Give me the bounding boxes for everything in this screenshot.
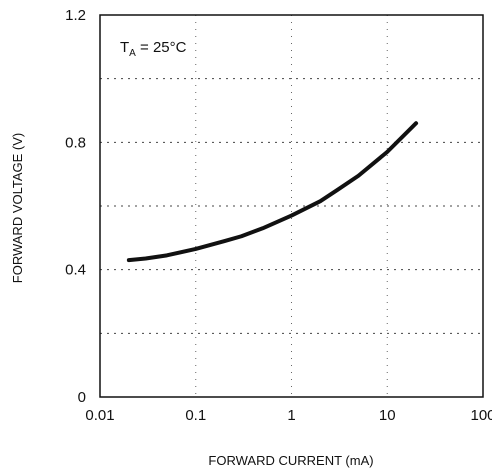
grid [100,15,483,397]
data-point [414,121,418,125]
x-tick-label: 100 [470,407,492,424]
y-tick-labels: 0 0.4 0.8 1.2 [65,7,86,406]
annotation-subscript: A [129,48,136,59]
y-axis-label: FORWARD VOLTAGE (V) [10,133,25,283]
data-point [222,239,227,243]
temperature-annotation: TA = 25°C [120,39,187,59]
data-point [335,188,339,192]
x-tick-label: 0.01 [85,407,114,424]
annotation-main: T [120,39,129,56]
data-point [356,174,361,178]
y-tick-label: 0.4 [65,262,86,279]
series-line [126,121,419,263]
data-point [289,213,294,218]
annotation-rest: = 25°C [136,39,187,56]
data-point [144,256,148,261]
series-points [127,121,418,262]
y-tick-label: 1.2 [65,7,86,24]
data-point [127,258,131,262]
x-tick-label: 10 [379,407,396,424]
data-point [385,150,389,154]
x-tick-labels: 0.01 0.1 1 10 100 [85,407,492,424]
data-point [261,226,265,230]
data-point [194,247,198,251]
y-tick-label: 0.8 [65,134,86,151]
x-tick-label: 0.1 [185,407,206,424]
y-tick-label: 0 [78,389,86,406]
x-tick-label: 1 [287,407,295,424]
data-point [165,253,169,257]
data-point [318,199,322,203]
x-axis-label: FORWARD CURRENT (mA) [208,453,373,468]
data-point [239,234,244,238]
plot-frame [99,14,484,398]
